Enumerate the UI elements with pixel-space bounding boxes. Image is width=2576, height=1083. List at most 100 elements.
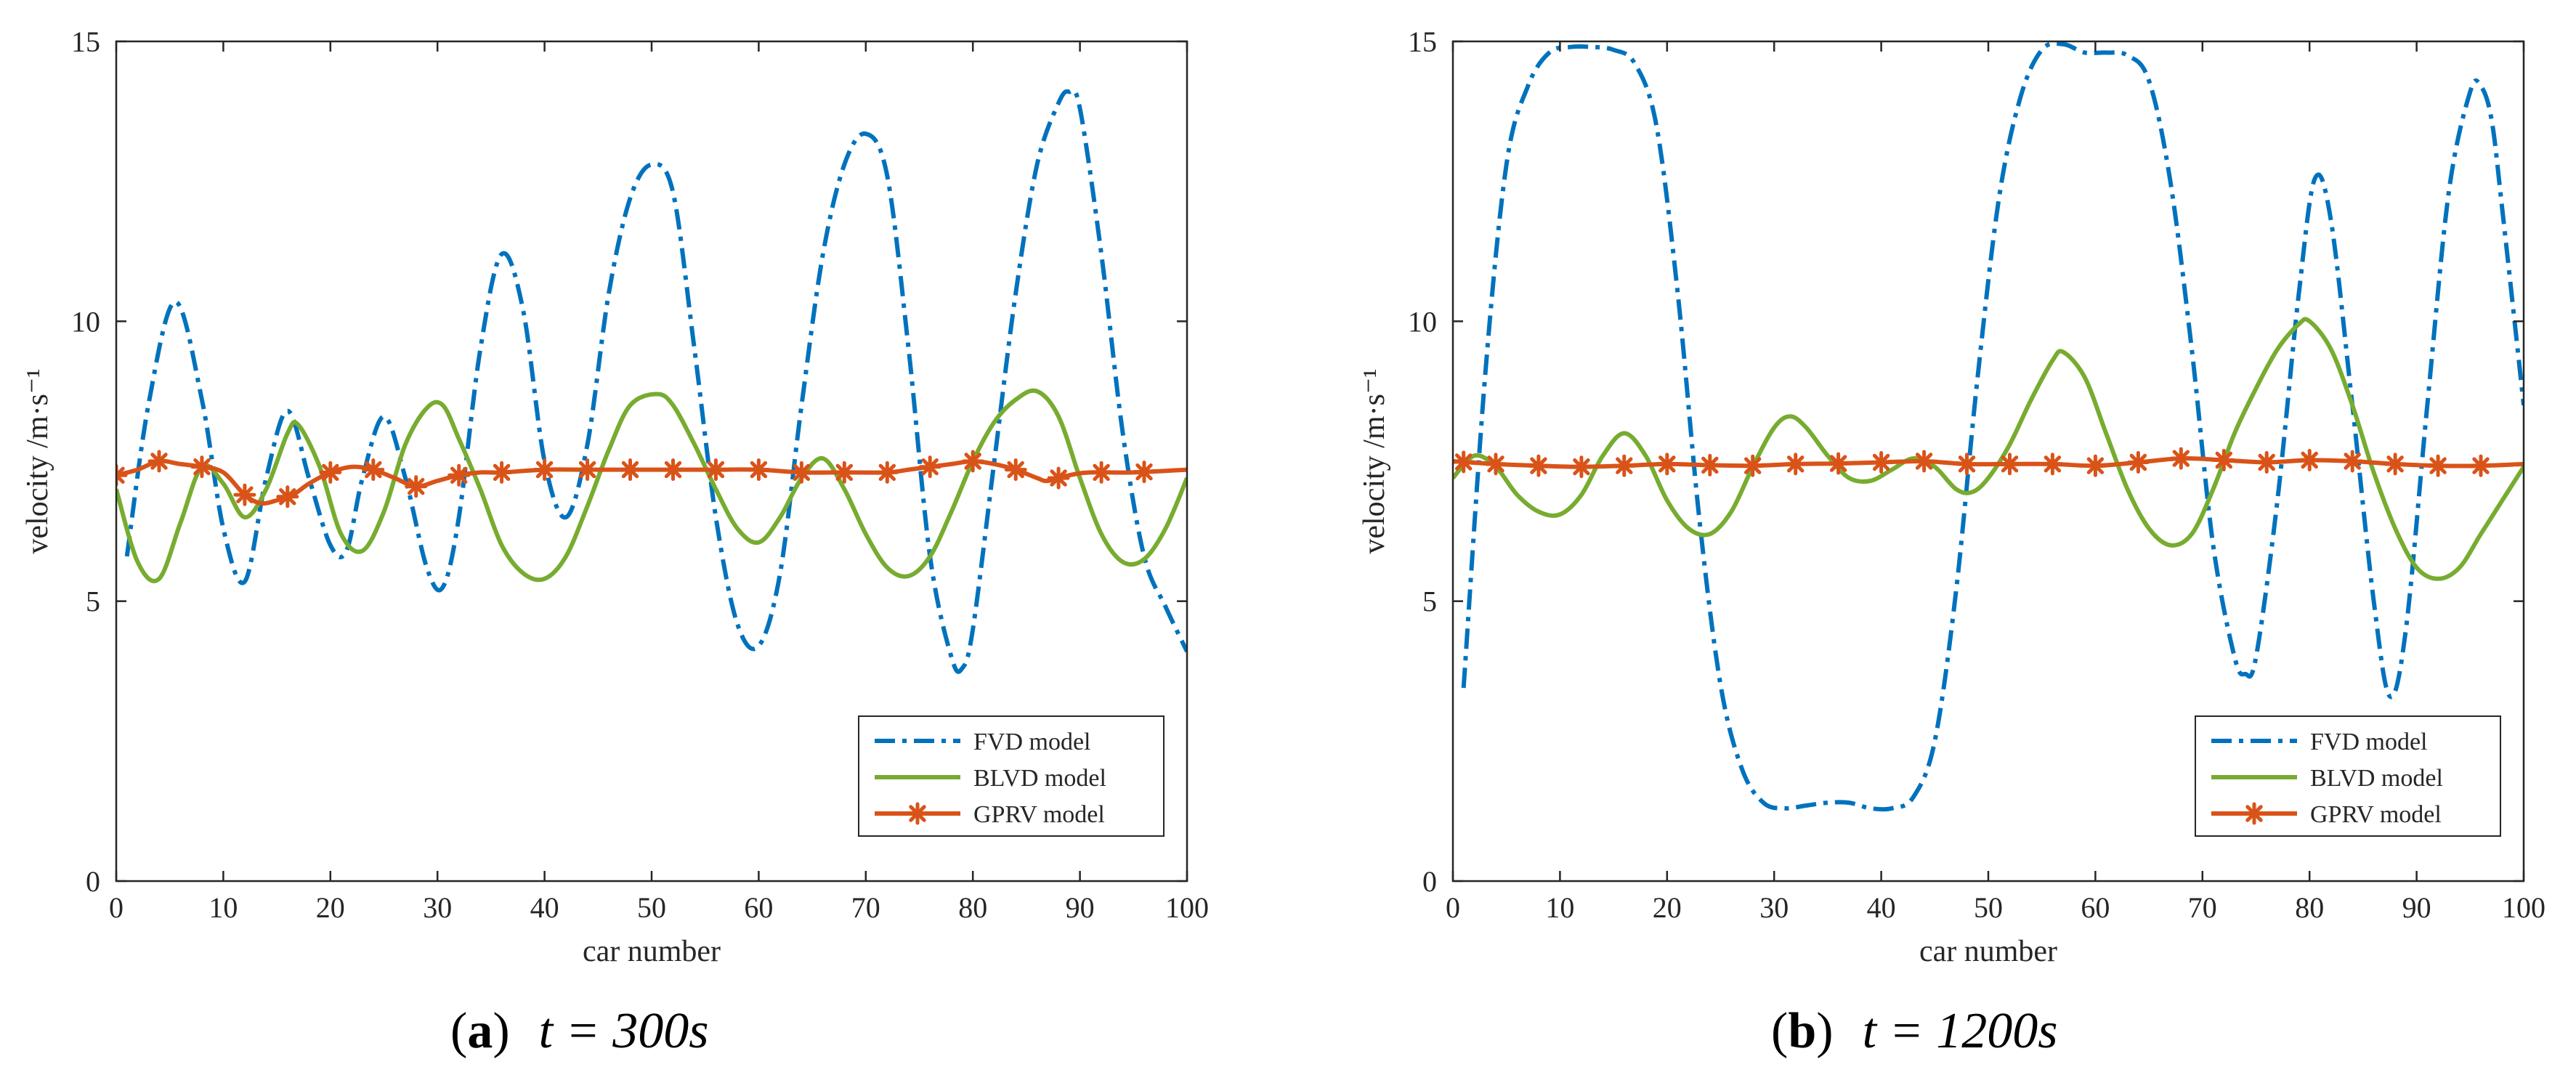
gprv-marker [533,458,556,482]
caption-b-text: t = 1200s [1863,1003,2058,1059]
gprv-marker [147,450,171,473]
caption-b-letter: b [1788,1003,1816,1059]
legend: FVD model BLVD model GPRV model [858,715,1165,837]
x-tick-label: 0 [1446,891,1460,924]
gprv-marker [1047,466,1070,490]
x-tick-label: 80 [958,891,987,924]
gprv-marker [875,461,899,484]
gprv-marker [2426,454,2450,477]
gprv-marker [2041,453,2064,476]
legend-label-fvd: FVD model [2310,729,2428,755]
y-axis-label: velocity /m·s⁻¹ [21,368,54,553]
y-tick-label: 5 [86,585,100,618]
gprv-marker [961,450,984,473]
gprv-marker [490,461,514,484]
x-tick-label: 10 [208,891,238,924]
gprv-marker [918,455,941,479]
caption-b-open: ( [1771,1003,1788,1059]
blvd-line [116,388,1187,583]
gprv-marker [1613,454,1636,477]
x-tick-label: 70 [851,891,880,924]
gprv-marker [2212,449,2235,471]
series-group [1453,41,2524,812]
x-tick-label: 100 [2502,891,2545,924]
x-tick-label: 20 [1653,891,1682,924]
gprv-marker [2126,451,2150,474]
x-tick-label: 70 [2188,891,2217,924]
x-tick-label: 100 [1165,891,1209,924]
series-group [116,88,1187,674]
gprv-marker [1698,453,1722,476]
x-tick-label: 30 [423,891,452,924]
gprv-marker [190,455,214,479]
gprv-marker [1453,450,1475,474]
gprv-marker [233,483,256,506]
x-tick-label: 40 [1867,891,1896,924]
y-tick-label: 15 [1408,25,1437,58]
gprv-marker [1784,453,1807,476]
y-axis-label: velocity /m·s⁻¹ [1358,368,1391,553]
gprv-marker [833,461,856,484]
x-tick-label: 50 [1974,891,2003,924]
gprv-marker [2383,453,2407,476]
gprv-marker [576,458,599,482]
x-tick-label: 60 [2081,891,2110,924]
panel-a: 0 10 20 30 40 50 60 70 80 90 100 0 5 10 15 car number ve… [21,25,1209,968]
x-tick-label: 30 [1759,891,1789,924]
gprv-marker [276,485,299,508]
caption-b: (b) t = 1200s [1771,1003,2058,1059]
gprv-marker [319,461,342,484]
legend-label-blvd: BLVD model [973,765,1106,792]
gprv-marker [447,463,471,487]
gprv-marker [116,463,128,487]
gprv-marker [1998,453,2021,476]
gprv-marker [704,458,727,482]
x-tick-label: 40 [530,891,559,924]
gprv-marker [362,458,385,482]
gprv-marker [662,458,684,482]
gprv-marker [1870,451,1893,474]
x-tick-label: 80 [2295,891,2324,924]
y-tick-label: 10 [71,305,100,338]
caption-a-text: t = 300s [539,1003,709,1059]
legend-label-gprv: GPRV model [973,801,1105,828]
y-tick-label: 15 [71,25,100,58]
gprv-marker [1004,458,1027,482]
fvd-line [1461,41,2524,812]
gprv-marker [2469,454,2492,477]
x-tick-label: 90 [2402,891,2431,924]
x-tick-label: 60 [744,891,773,924]
x-tick-label: 10 [1545,891,1574,924]
gprv-marker [2083,454,2107,477]
gprv-marker [1956,453,1978,476]
y-tick-label: 10 [1408,305,1437,338]
gprv-marker [1656,453,1679,476]
gprv-marker [1570,455,1593,479]
legend-marker-gprv [906,802,929,825]
caption-a-close: ) [493,1003,509,1059]
panel-b: 0 10 20 30 40 50 60 70 80 90 100 0 5 10 15 car number ve… [1358,25,2545,968]
gprv-marker [2255,451,2278,474]
legend: FVD model BLVD model GPRV model [2195,715,2501,837]
gprv-marker [747,458,770,482]
y-tick-label: 0 [86,865,100,898]
x-tick-label: 50 [637,891,666,924]
legend-label-fvd: FVD model [973,729,1091,755]
legend-label-blvd: BLVD model [2310,765,2443,792]
x-tick-label: 20 [316,891,345,924]
gprv-marker [1741,454,1765,477]
fvd-line [124,88,1187,674]
y-tick-label: 5 [1422,585,1437,618]
y-tick-label: 0 [1422,865,1437,898]
caption-a-open: ( [450,1003,467,1059]
x-axis-label: car number [583,935,721,968]
caption-a: (a) t = 300s [450,1003,709,1059]
legend-marker-gprv [2243,802,2266,825]
gprv-marker [1527,454,1550,477]
x-tick-label: 90 [1066,891,1095,924]
gprv-marker [405,475,428,498]
gprv-marker [2298,449,2321,471]
gprv-marker [1827,452,1850,475]
gprv-marker [1913,450,1936,473]
